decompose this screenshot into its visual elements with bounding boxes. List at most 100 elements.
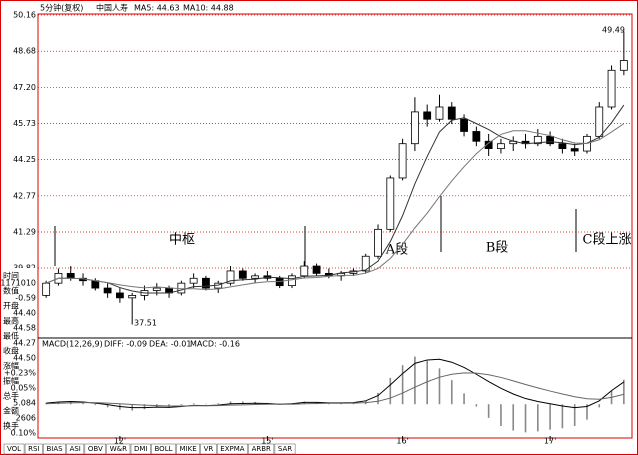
macd-bar [623, 379, 625, 405]
plot-frame [37, 13, 633, 439]
y-tick-label: 42.77 [13, 191, 36, 200]
y-tick-label: 41.29 [13, 228, 36, 237]
indicator-tab[interactable]: W&R [110, 445, 127, 453]
candle-body [570, 148, 579, 152]
indicator-tab[interactable]: BOLL [155, 445, 173, 453]
macd-bar [352, 403, 355, 405]
tab-box [43, 443, 66, 455]
info-value: 0.10% [11, 429, 37, 438]
macd-bar [549, 404, 551, 430]
candle-body [42, 282, 51, 296]
info-label: 振幅 [3, 376, 19, 386]
macd-bar [537, 404, 539, 432]
x-tick-label: 16' [396, 437, 408, 446]
diff-label: DIFF: -0.09 [104, 340, 147, 349]
candle-body [202, 277, 210, 289]
y-tick-label: 45.73 [13, 119, 36, 128]
info-value: -0.59 [15, 294, 36, 303]
candle-body [546, 135, 555, 145]
info-label: 最高 [3, 316, 19, 326]
candle-body [398, 143, 407, 179]
macd-bar [561, 404, 564, 429]
candle-body [423, 111, 432, 120]
tab-box [3, 443, 25, 455]
info-label: 开盘 [3, 301, 19, 311]
macd-bar [450, 380, 453, 405]
macd-bar [94, 404, 97, 406]
candle-body [189, 277, 198, 284]
indicator-tab[interactable]: VR [204, 445, 214, 453]
tab-box [106, 443, 131, 455]
macd-bar [82, 402, 84, 405]
ma5-label: MA5: 44.63 [134, 4, 180, 13]
macd-title: MACD(12,26,9) [42, 340, 103, 349]
tab-box [200, 443, 217, 455]
macd-bar [242, 401, 244, 405]
annotation: B段 [486, 241, 509, 256]
x-tick-label: 15' [261, 437, 273, 446]
tab-box [24, 443, 43, 455]
candle-body [533, 135, 542, 145]
candle-body [558, 143, 567, 149]
macd-bar [180, 404, 183, 406]
indicator-tab[interactable]: BIAS [46, 445, 63, 453]
candle-body [66, 272, 75, 279]
tab-box [274, 443, 296, 455]
indicator-tab[interactable]: DMI [134, 445, 148, 453]
macd-bar [229, 401, 232, 405]
info-value: 01171010 [0, 279, 36, 288]
info-label: 金额 [3, 406, 19, 416]
x-tick-label: 12' [114, 437, 126, 446]
macd-bar [524, 404, 527, 433]
annotation: C段上涨 [583, 233, 632, 248]
candle-body [288, 275, 296, 287]
candle-body [472, 131, 481, 142]
info-value: 44.27 [13, 339, 36, 348]
indicator-tab[interactable]: RSI [28, 445, 39, 453]
indicator-tab[interactable]: ARBR [252, 445, 271, 453]
candle-body [226, 270, 235, 284]
candle-body [361, 255, 370, 272]
indicator-tab[interactable]: VOL [7, 445, 21, 453]
candle-body [312, 265, 321, 274]
indicator-tab[interactable]: EXPMA [220, 445, 244, 453]
macd-bar [586, 404, 588, 420]
info-label: 时间 [3, 271, 19, 281]
candle-body [460, 118, 468, 132]
ma-line [45, 104, 625, 294]
macd-label: MACD: -0.16 [190, 340, 240, 349]
y-tick-label: 48.68 [13, 47, 36, 56]
indicator-tab[interactable]: MIKE [180, 445, 197, 453]
macd-bar [573, 404, 576, 427]
candle-body [595, 106, 604, 137]
candle-body [497, 143, 505, 149]
candle-body [374, 228, 382, 257]
candle-body [300, 265, 309, 277]
indicator-tab[interactable]: SAR [278, 445, 292, 453]
candle-body [484, 140, 493, 149]
min-label: 37.51 [134, 319, 157, 328]
macd-bar [414, 356, 416, 405]
ma-line [45, 123, 625, 291]
info-value: 5.084 [13, 399, 36, 408]
tab-box [84, 443, 106, 455]
candle-body [115, 292, 124, 299]
dea-label: DEA: -0.01 [149, 340, 191, 349]
info-panel [1, 268, 37, 436]
macd-bar [377, 392, 379, 405]
candle-body [386, 177, 395, 230]
annotation: 中枢 [169, 233, 195, 248]
macd-bar [143, 404, 146, 410]
ma10-label: MA10: 44.88 [183, 4, 234, 13]
indicator-tab[interactable]: ASI [70, 445, 81, 453]
macd-bar [475, 404, 478, 407]
info-value: 2606 [16, 414, 36, 423]
info-label: 收盘 [3, 346, 19, 356]
info-label: 涨幅 [3, 361, 19, 371]
macd-bar [512, 404, 515, 431]
macd-bar [598, 404, 601, 408]
indicator-tab[interactable]: OBV [88, 445, 103, 453]
y-tick-label: 50.16 [13, 11, 36, 20]
tab-box [130, 443, 151, 455]
